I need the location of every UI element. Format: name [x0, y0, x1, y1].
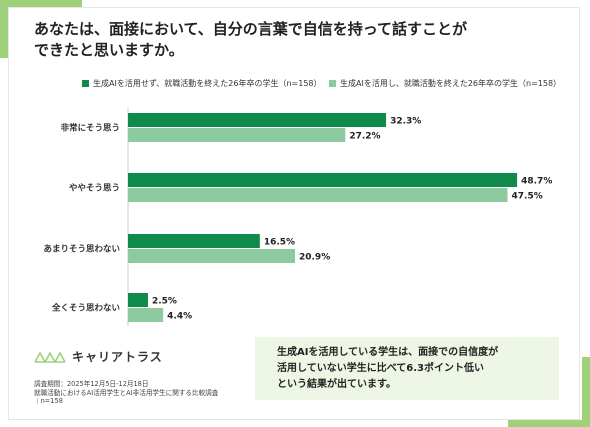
value-label-without-ai-very-much: 32.3%: [390, 117, 421, 127]
bar-with-ai-not-at-all: [128, 308, 164, 322]
slide-border: [8, 7, 580, 420]
legend-swatch-without-ai: [82, 80, 89, 87]
value-label-with-ai-somewhat: 47.5%: [512, 192, 543, 202]
bar-without-ai-not-really: [128, 234, 260, 248]
corner-accent-top-left-horizontal: [0, 0, 82, 7]
value-label-without-ai-not-really: 16.5%: [264, 238, 295, 248]
brand-name: キャリアトラス: [72, 350, 163, 364]
brand-logo: キャリアトラス: [34, 348, 163, 365]
bar-without-ai-not-at-all: [128, 293, 148, 307]
footnote-sample-size: ｜n=158: [34, 397, 63, 406]
corner-accent-bottom-right: [582, 357, 590, 427]
legend-label-without-ai: 生成AIを活用せず、就職活動を終えた26年卒の学生（n=158）: [93, 79, 322, 88]
mountain-logo-icon: [34, 350, 66, 363]
chart-title: あなたは、面接において、自分の言葉で自信を持って話すことが できたと思いますか。: [34, 19, 534, 61]
category-label-very-much: 非常にそう思う: [61, 123, 120, 134]
summary-callout: 生成AIを活用している学生は、面接での自信度が 活用していない学生に比べて6.3…: [255, 337, 559, 400]
corner-accent-bottom-right-horizontal: [508, 420, 590, 427]
value-label-with-ai-not-at-all: 4.4%: [167, 312, 192, 322]
category-label-not-at-all: 全くそう思わない: [51, 303, 120, 314]
callout-line-2: 活用していない学生に比べて6.3ポイント低い: [277, 363, 485, 374]
chart-title-line-1: あなたは、面接において、自分の言葉で自信を持って話すことが: [34, 20, 468, 38]
footnote-period: 調査期間：2025年12月5日-12月18日: [34, 380, 149, 388]
callout-line-1: 生成AIを活用している学生は、面接での自信度が: [277, 347, 499, 358]
bar-with-ai-not-really: [128, 249, 295, 263]
bar-without-ai-very-much: [128, 113, 387, 127]
category-label-not-really: あまりそう思わない: [43, 245, 120, 255]
bar-without-ai-somewhat: [128, 173, 518, 187]
corner-accent-top-left: [0, 0, 8, 58]
legend-label-with-ai: 生成AIを活用し、就職活動を終えた26年卒の学生（n=158）: [340, 79, 562, 88]
legend-swatch-with-ai: [329, 80, 336, 87]
value-label-without-ai-somewhat: 48.7%: [521, 177, 552, 187]
value-label-with-ai-very-much: 27.2%: [349, 132, 380, 142]
value-label-with-ai-not-really: 20.9%: [299, 253, 330, 263]
chart-title-line-2: できたと思いますか。: [34, 41, 184, 59]
footnote-survey-name: 就職活動におけるAI活用学生とAI非活用学生に関する比較調査: [34, 388, 219, 397]
callout-line-3: という結果が出ています。: [277, 379, 396, 390]
value-label-without-ai-not-at-all: 2.5%: [152, 297, 177, 307]
bar-with-ai-somewhat: [128, 188, 508, 202]
legend-item-without-ai: 生成AIを活用せず、就職活動を終えた26年卒の学生（n=158）: [82, 78, 322, 89]
survey-footnote: 調査期間：2025年12月5日-12月18日 就職活動におけるAI活用学生とAI…: [34, 380, 218, 406]
legend-item-with-ai: 生成AIを活用し、就職活動を終えた26年卒の学生（n=158）: [329, 78, 561, 89]
bar-with-ai-very-much: [128, 128, 346, 142]
category-label-somewhat: ややそう思う: [69, 183, 120, 194]
